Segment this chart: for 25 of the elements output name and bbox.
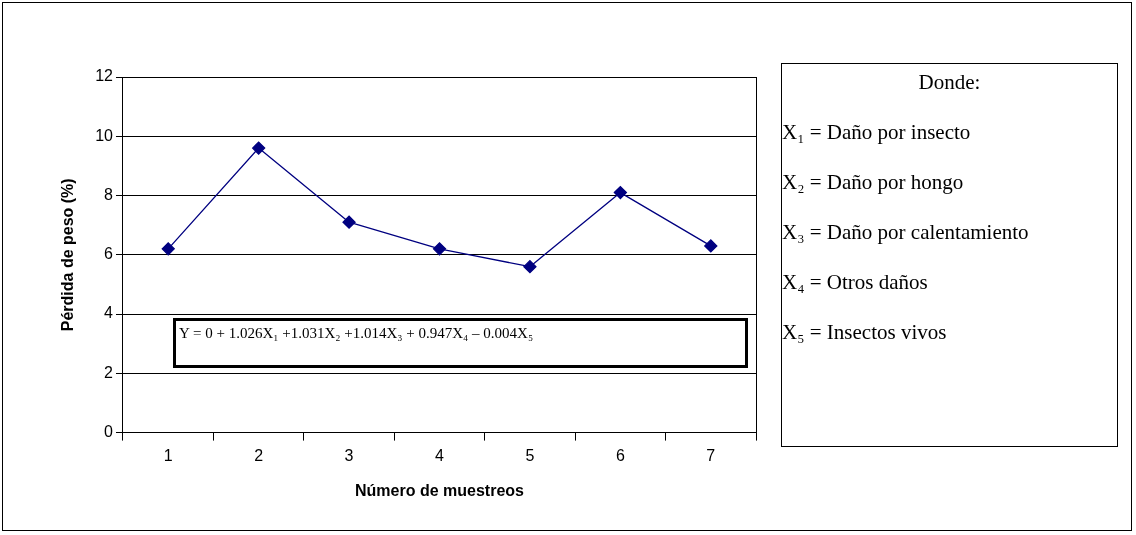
point <box>523 260 537 274</box>
y-tick-label: 0 <box>104 423 114 441</box>
text-box: Donde: X₁ = Daño por insecto X₂ = Daño por hongo X₃ = Daño por calentamiento X₄ = Otros daños X₅ = Insectos vivos <box>781 63 1118 447</box>
y-tick-label: 6 <box>104 245 114 263</box>
y-tick-label: 10 <box>95 126 114 144</box>
point <box>613 185 628 200</box>
point <box>161 242 175 256</box>
point <box>432 242 447 256</box>
x-tick-label: 4 <box>435 446 445 464</box>
x-axis-title: Número de muestreos <box>355 481 525 499</box>
x-tick-label: 6 <box>615 446 625 464</box>
y-tick-label: 2 <box>104 363 114 381</box>
equation-box: Y = 0 + 1.026X₁ +1.031X₂ +1.014X₃ + 0.947X₄ – 0.004X₅ <box>173 318 748 368</box>
x-tick-label: 3 <box>344 446 354 464</box>
y-tick-label: 8 <box>104 185 114 203</box>
x-tick-label: 5 <box>525 446 535 464</box>
point <box>251 141 266 155</box>
y-tick-label: 4 <box>104 304 114 322</box>
x-tick-label: 2 <box>254 446 264 464</box>
y-axis-title: Pérdida de peso (%) <box>59 178 77 332</box>
y-tick-label: 12 <box>95 67 114 85</box>
x-tick-label: 1 <box>163 446 173 464</box>
point <box>342 215 356 229</box>
point <box>704 239 718 253</box>
x-tick-label: 7 <box>706 446 716 464</box>
